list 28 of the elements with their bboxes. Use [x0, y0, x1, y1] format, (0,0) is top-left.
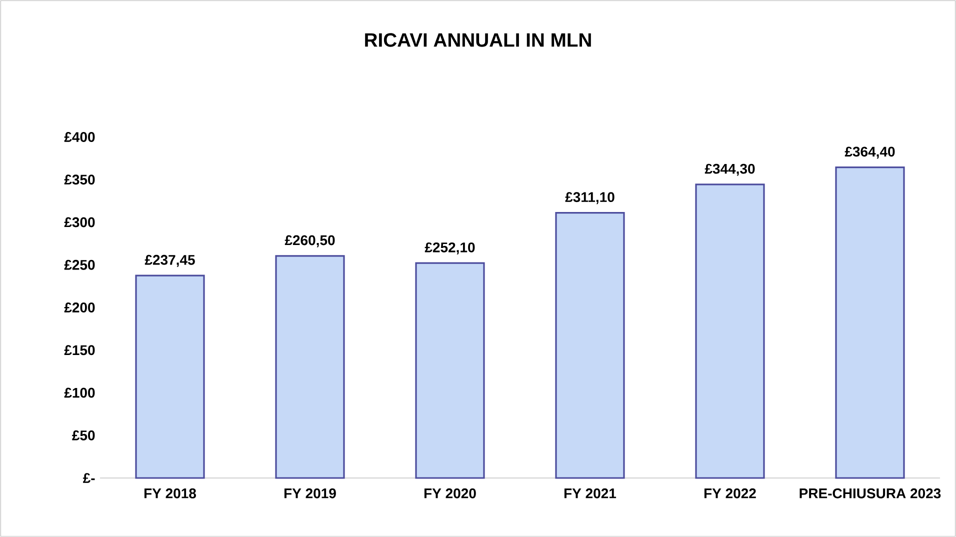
- data-label: £344,30: [704, 164, 755, 176]
- bar: [835, 166, 905, 479]
- x-tick-label: FY 2019: [284, 488, 336, 498]
- y-tick-label: £250: [64, 260, 95, 270]
- y-tick-label: £300: [64, 217, 95, 228]
- x-tick-label: FY 2021: [564, 488, 616, 498]
- bar: [275, 255, 345, 479]
- data-label: £364,40: [844, 146, 895, 159]
- chart-title: RICAVI ANNUALI IN MLN: [365, 33, 591, 47]
- bar: [555, 212, 625, 479]
- y-tick-label: £50: [72, 430, 95, 440]
- data-label: £260,50: [284, 235, 335, 248]
- y-tick-label: £100: [64, 388, 95, 398]
- data-label: £237,45: [144, 254, 195, 267]
- bar: [135, 274, 205, 479]
- data-label: £252,10: [424, 242, 475, 254]
- x-tick-label: FY 2018: [144, 488, 196, 498]
- y-tick-label: £400: [64, 132, 95, 142]
- bar: [695, 184, 765, 479]
- y-tick-label: £200: [64, 302, 95, 312]
- data-label: £311,10: [565, 192, 614, 204]
- y-tick-label: £-: [82, 473, 95, 483]
- bar: [415, 262, 485, 479]
- y-tick-label: £350: [64, 174, 95, 185]
- x-tick-label: FY 2022: [704, 488, 756, 498]
- x-tick-label: PRE-CHIUSURA 2023: [800, 488, 941, 498]
- y-tick-label: £150: [64, 345, 95, 356]
- x-tick-label: FY 2020: [424, 488, 476, 498]
